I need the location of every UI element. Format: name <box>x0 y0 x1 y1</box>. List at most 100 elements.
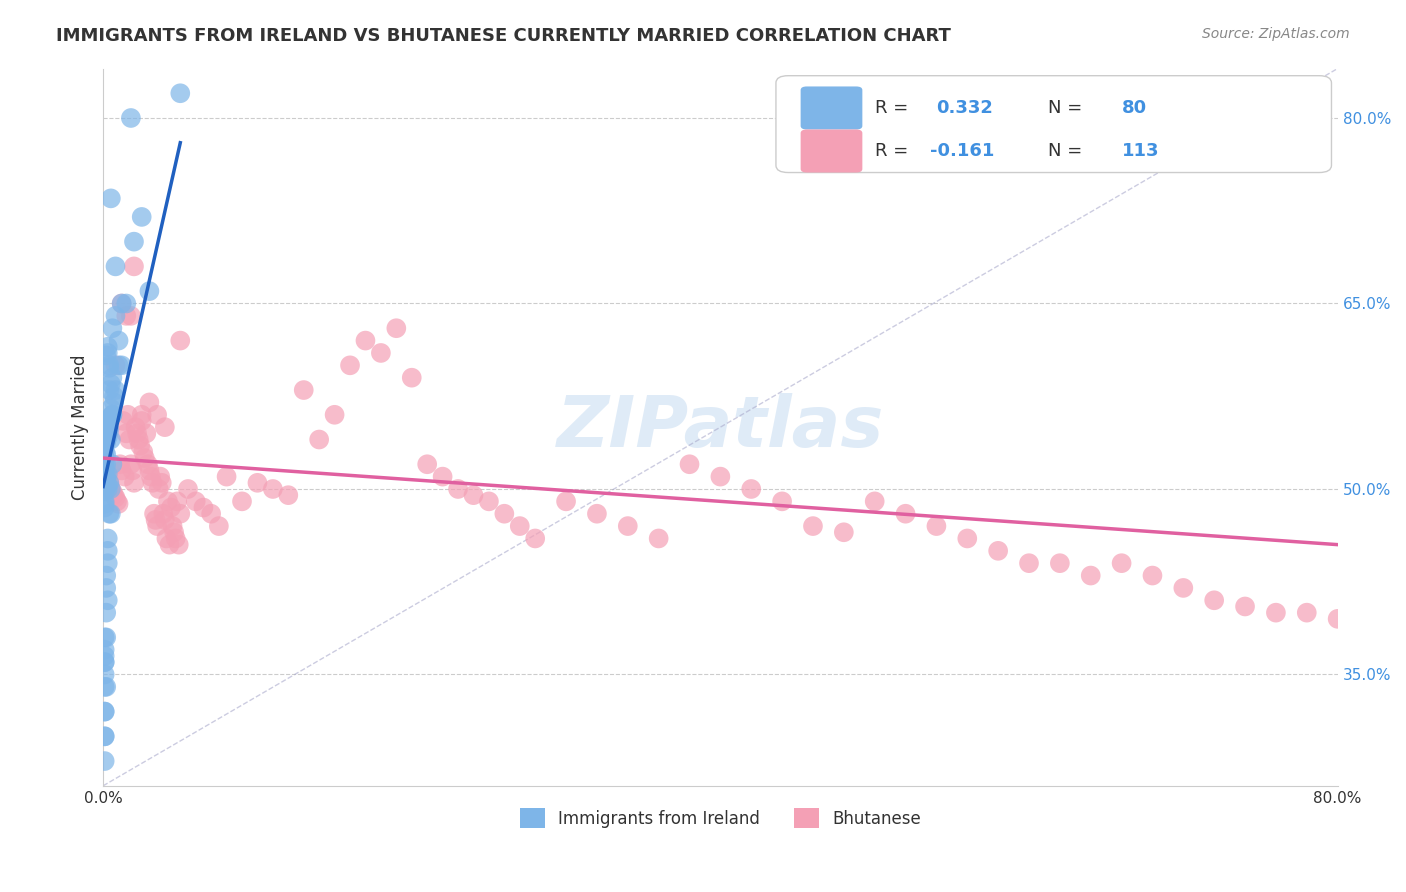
Bhutanese <box>956 532 979 546</box>
Bhutanese <box>98 475 121 490</box>
Bhutanese <box>118 433 141 447</box>
Immigrants from Ireland <box>97 346 120 360</box>
Bhutanese <box>208 519 231 533</box>
Bhutanese <box>478 494 501 508</box>
Text: N =: N = <box>1047 142 1087 160</box>
Bhutanese <box>1049 556 1071 570</box>
Bhutanese <box>131 408 153 422</box>
Bhutanese <box>143 507 166 521</box>
Immigrants from Ireland <box>97 426 120 441</box>
Bhutanese <box>121 463 143 477</box>
Immigrants from Ireland <box>100 401 122 416</box>
Immigrants from Ireland <box>93 648 115 663</box>
Bhutanese <box>1234 599 1257 614</box>
Bhutanese <box>138 463 160 477</box>
Bhutanese <box>160 500 183 515</box>
Immigrants from Ireland <box>101 408 124 422</box>
Bhutanese <box>139 469 162 483</box>
Bhutanese <box>115 426 138 441</box>
Bhutanese <box>709 469 731 483</box>
Bhutanese <box>617 519 640 533</box>
Bhutanese <box>1326 612 1348 626</box>
Bhutanese <box>134 451 156 466</box>
Bhutanese <box>447 482 470 496</box>
Immigrants from Ireland <box>93 705 115 719</box>
Bhutanese <box>167 538 190 552</box>
Immigrants from Ireland <box>93 455 115 469</box>
Bhutanese <box>132 445 155 459</box>
Text: IMMIGRANTS FROM IRELAND VS BHUTANESE CURRENTLY MARRIED CORRELATION CHART: IMMIGRANTS FROM IRELAND VS BHUTANESE CUR… <box>56 27 950 45</box>
Bhutanese <box>586 507 609 521</box>
Bhutanese <box>987 544 1010 558</box>
Bhutanese <box>111 296 134 310</box>
Bhutanese <box>111 463 134 477</box>
Bhutanese <box>432 469 454 483</box>
Immigrants from Ireland <box>122 235 145 249</box>
Bhutanese <box>494 507 516 521</box>
Bhutanese <box>135 426 157 441</box>
Immigrants from Ireland <box>93 445 115 459</box>
Immigrants from Ireland <box>101 408 124 422</box>
Immigrants from Ireland <box>93 463 115 477</box>
Immigrants from Ireland <box>93 729 115 743</box>
Bhutanese <box>832 525 855 540</box>
Bhutanese <box>184 494 207 508</box>
Bhutanese <box>105 494 128 508</box>
Legend: Immigrants from Ireland, Bhutanese: Immigrants from Ireland, Bhutanese <box>513 801 928 835</box>
Bhutanese <box>555 494 578 508</box>
Bhutanese <box>152 507 174 521</box>
Bhutanese <box>153 420 176 434</box>
Bhutanese <box>165 532 187 546</box>
Bhutanese <box>1111 556 1133 570</box>
Immigrants from Ireland <box>98 475 121 490</box>
Bhutanese <box>177 482 200 496</box>
Bhutanese <box>146 519 169 533</box>
Immigrants from Ireland <box>93 642 115 657</box>
Immigrants from Ireland <box>138 284 160 298</box>
Immigrants from Ireland <box>93 439 115 453</box>
Immigrants from Ireland <box>97 544 120 558</box>
Text: 113: 113 <box>1122 142 1159 160</box>
Immigrants from Ireland <box>104 383 127 397</box>
Bhutanese <box>104 491 127 505</box>
Immigrants from Ireland <box>107 359 129 373</box>
Bhutanese <box>801 519 824 533</box>
Bhutanese <box>770 494 793 508</box>
Bhutanese <box>129 439 152 453</box>
FancyBboxPatch shape <box>800 87 862 129</box>
Immigrants from Ireland <box>120 111 142 125</box>
Bhutanese <box>354 334 377 348</box>
Bhutanese <box>678 457 700 471</box>
Bhutanese <box>162 519 184 533</box>
Immigrants from Ireland <box>98 423 121 437</box>
Y-axis label: Currently Married: Currently Married <box>72 354 89 500</box>
Immigrants from Ireland <box>101 370 124 384</box>
Bhutanese <box>97 469 120 483</box>
Bhutanese <box>148 482 170 496</box>
Bhutanese <box>1264 606 1286 620</box>
Bhutanese <box>146 408 169 422</box>
Text: 80: 80 <box>1122 99 1147 117</box>
Bhutanese <box>1142 568 1164 582</box>
Bhutanese <box>138 395 160 409</box>
Bhutanese <box>385 321 408 335</box>
Bhutanese <box>925 519 948 533</box>
Immigrants from Ireland <box>107 334 129 348</box>
Bhutanese <box>1173 581 1195 595</box>
Immigrants from Ireland <box>98 507 121 521</box>
Immigrants from Ireland <box>97 556 120 570</box>
Text: N =: N = <box>1047 99 1087 117</box>
Immigrants from Ireland <box>115 296 138 310</box>
FancyBboxPatch shape <box>776 76 1331 172</box>
Immigrants from Ireland <box>93 667 115 681</box>
Immigrants from Ireland <box>97 532 120 546</box>
Bhutanese <box>100 482 122 496</box>
Immigrants from Ireland <box>96 631 118 645</box>
Bhutanese <box>166 494 188 508</box>
Bhutanese <box>150 475 173 490</box>
Bhutanese <box>262 482 284 496</box>
FancyBboxPatch shape <box>800 129 862 172</box>
Bhutanese <box>163 525 186 540</box>
Bhutanese <box>1357 618 1379 632</box>
Bhutanese <box>370 346 392 360</box>
